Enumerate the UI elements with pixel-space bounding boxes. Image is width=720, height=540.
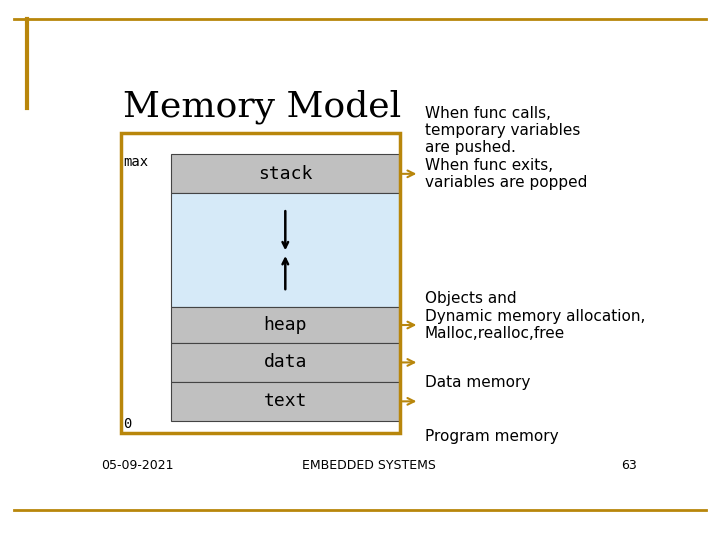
Text: text: text (264, 393, 307, 410)
Text: data: data (264, 353, 307, 372)
Text: Objects and
Dynamic memory allocation,
Malloc,realloc,free: Objects and Dynamic memory allocation, M… (425, 292, 645, 341)
Text: heap: heap (264, 316, 307, 334)
Bar (171, 154, 400, 193)
Text: max: max (124, 155, 148, 169)
Text: 63: 63 (621, 460, 637, 472)
Bar (121, 133, 400, 433)
Bar (171, 382, 400, 421)
Bar (171, 307, 400, 343)
Text: Memory Model: Memory Model (124, 90, 402, 124)
Bar (171, 343, 400, 382)
Text: EMBEDDED SYSTEMS: EMBEDDED SYSTEMS (302, 460, 436, 472)
Text: Data memory: Data memory (425, 375, 530, 390)
Text: 0: 0 (124, 417, 132, 431)
Text: When func calls,
temporary variables
are pushed.
When func exits,
variables are : When func calls, temporary variables are… (425, 106, 588, 190)
Text: Program memory: Program memory (425, 429, 559, 444)
Text: stack: stack (258, 165, 312, 183)
Text: 05-09-2021: 05-09-2021 (101, 460, 174, 472)
Bar (171, 193, 400, 307)
